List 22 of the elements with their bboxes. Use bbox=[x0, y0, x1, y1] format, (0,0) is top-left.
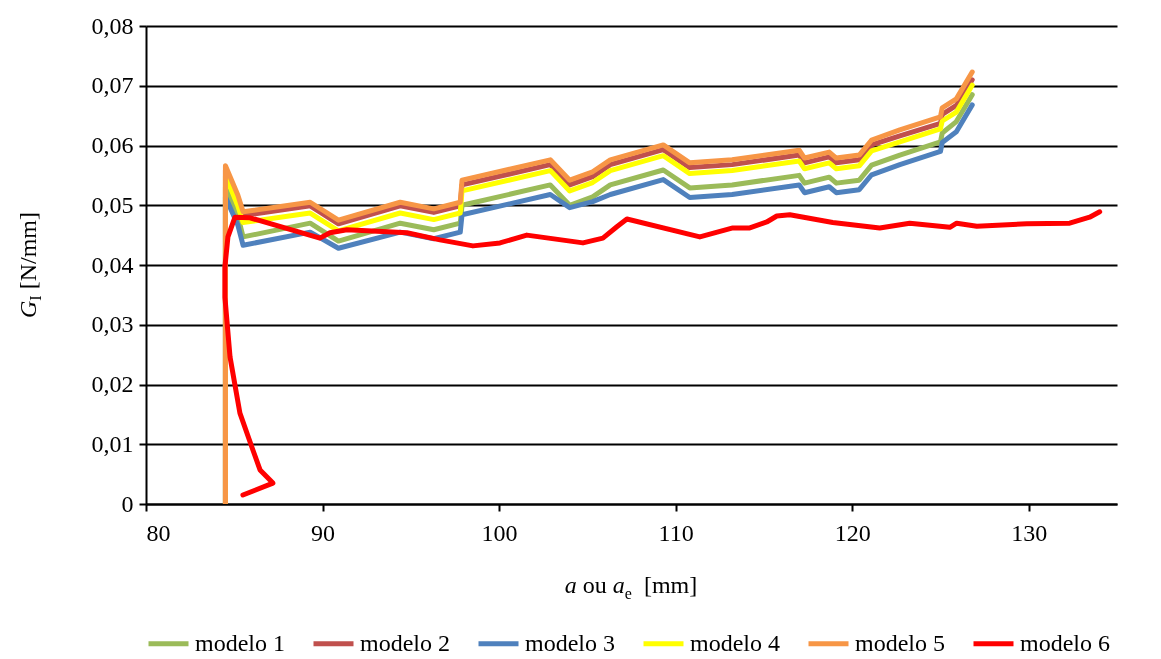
legend-label: modelo 1 bbox=[195, 629, 285, 656]
y-tick-label: 0,04 bbox=[91, 251, 134, 278]
y-tick-label: 0,05 bbox=[91, 191, 134, 218]
y-tick-label: 0,02 bbox=[91, 371, 134, 397]
x-tick-label: 130 bbox=[1011, 519, 1048, 546]
x-tick-label: 100 bbox=[481, 519, 518, 546]
legend-label: modelo 4 bbox=[690, 629, 780, 656]
legend-label: modelo 2 bbox=[360, 629, 450, 656]
y-tick-label: 0,08 bbox=[91, 12, 134, 39]
y-tick-label: 0,01 bbox=[91, 430, 134, 457]
y-tick-label: 0,03 bbox=[91, 311, 134, 338]
x-tick-label: 120 bbox=[834, 519, 871, 546]
legend-label: modelo 3 bbox=[525, 629, 615, 656]
y-tick-label: 0 bbox=[121, 490, 134, 517]
y-tick-label: 0,06 bbox=[91, 132, 134, 158]
x-tick-label: 80 bbox=[146, 519, 171, 546]
x-tick-label: 110 bbox=[658, 519, 694, 546]
x-axis-title: a ou a$_{e}$ [mm] bbox=[564, 572, 698, 603]
x-tick-label: 90 bbox=[311, 519, 336, 546]
y-tick-label: 0,07 bbox=[91, 72, 134, 99]
legend-label: modelo 5 bbox=[855, 629, 945, 656]
legend-label: modelo 6 bbox=[1020, 629, 1110, 656]
